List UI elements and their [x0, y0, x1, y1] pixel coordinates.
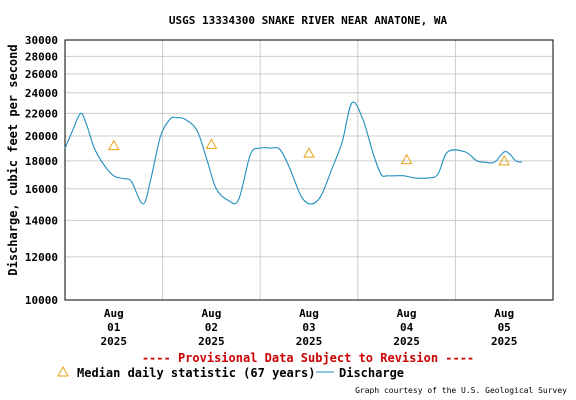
median-point — [400, 153, 413, 165]
y-tick-label: 18000 — [25, 155, 58, 168]
x-tick-day: 04 — [400, 321, 414, 334]
y-tick-label: 12000 — [25, 251, 58, 264]
y-tick-label: 24000 — [25, 87, 58, 100]
y-tick-label: 16000 — [25, 183, 58, 196]
series-layer — [64, 101, 522, 205]
x-tick-month: Aug — [397, 307, 417, 320]
grid — [65, 40, 553, 300]
y-tick-label: 14000 — [25, 214, 58, 227]
x-tick-year: 2025 — [296, 335, 323, 348]
x-tick-year: 2025 — [101, 335, 128, 348]
x-tick-day: 01 — [107, 321, 121, 334]
median-point — [303, 147, 315, 158]
y-tick-label: 10000 — [25, 294, 58, 307]
y-tick-label: 26000 — [25, 68, 58, 81]
chart-title: USGS 13334300 SNAKE RIVER NEAR ANATONE, … — [169, 14, 448, 27]
plot-frame — [64, 39, 554, 301]
y-tick-label: 30000 — [25, 34, 58, 47]
median-point — [498, 154, 511, 166]
x-tick-year: 2025 — [393, 335, 420, 348]
x-tick-month: Aug — [299, 307, 319, 320]
median-point — [107, 139, 120, 151]
x-tick-day: 02 — [205, 321, 218, 334]
x-tick-year: 2025 — [491, 335, 518, 348]
y-tick-label: 28000 — [25, 50, 58, 63]
y-axis-label: Discharge, cubic feet per second — [6, 44, 20, 275]
x-tick-month: Aug — [104, 307, 124, 320]
usgs-credit: Graph courtesy of the U.S. Geological Su… — [355, 386, 567, 395]
x-tick-year: 2025 — [198, 335, 225, 348]
discharge-series-line — [64, 101, 522, 205]
legend-median-label: Median daily statistic (67 years) — [77, 366, 315, 380]
legend-discharge-label: Discharge — [339, 366, 404, 380]
y-tick-label: 22000 — [25, 107, 58, 120]
legend: Median daily statistic (67 years) Discha… — [57, 365, 404, 380]
provisional-warning: ---- Provisional Data Subject to Revisio… — [142, 351, 474, 365]
y-axis: 10000 12000 14000 16000 18000 20000 22000 24000… — [25, 34, 58, 307]
x-tick-month: Aug — [201, 307, 221, 320]
legend-median-marker — [57, 365, 69, 377]
y-tick-label: 20000 — [25, 130, 58, 143]
x-axis: Aug012025Aug022025Aug032025Aug042025Aug0… — [101, 307, 518, 348]
median-point — [205, 138, 218, 149]
x-tick-day: 03 — [302, 321, 315, 334]
x-tick-month: Aug — [494, 307, 514, 320]
x-tick-day: 05 — [498, 321, 511, 334]
